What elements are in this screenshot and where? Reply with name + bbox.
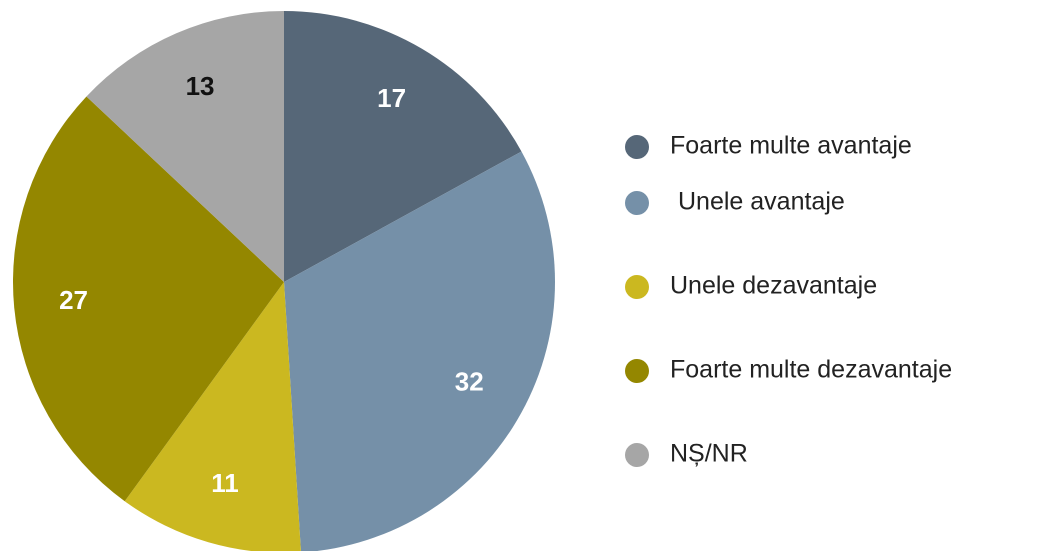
legend-marker — [625, 191, 649, 215]
legend-marker — [625, 443, 649, 467]
legend: Foarte multe avantaje Unele avantaje Unele… — [625, 132, 952, 468]
legend-label: Unele dezavantaje — [670, 272, 877, 300]
pie-slice — [284, 11, 522, 282]
pie: 17 32 11 27 13 — [12, 11, 555, 551]
pie-slice — [124, 282, 301, 551]
legend-label: Foarte multe avantaje — [670, 132, 912, 160]
legend-marker — [625, 275, 649, 299]
pie-slice — [12, 96, 285, 502]
pie-slice — [284, 151, 555, 551]
pie-slice — [86, 11, 285, 282]
legend-label: Foarte multe dezavantaje — [670, 356, 952, 384]
data-label: 13 — [186, 71, 215, 101]
legend-marker — [625, 135, 649, 159]
legend-label: NȘ/NR — [670, 440, 748, 468]
data-label: 11 — [211, 468, 239, 498]
legend-label: Unele avantaje — [678, 188, 845, 216]
data-label: 27 — [59, 285, 88, 315]
data-label: 17 — [377, 83, 406, 113]
legend-marker — [625, 359, 649, 383]
data-label: 32 — [455, 367, 484, 397]
